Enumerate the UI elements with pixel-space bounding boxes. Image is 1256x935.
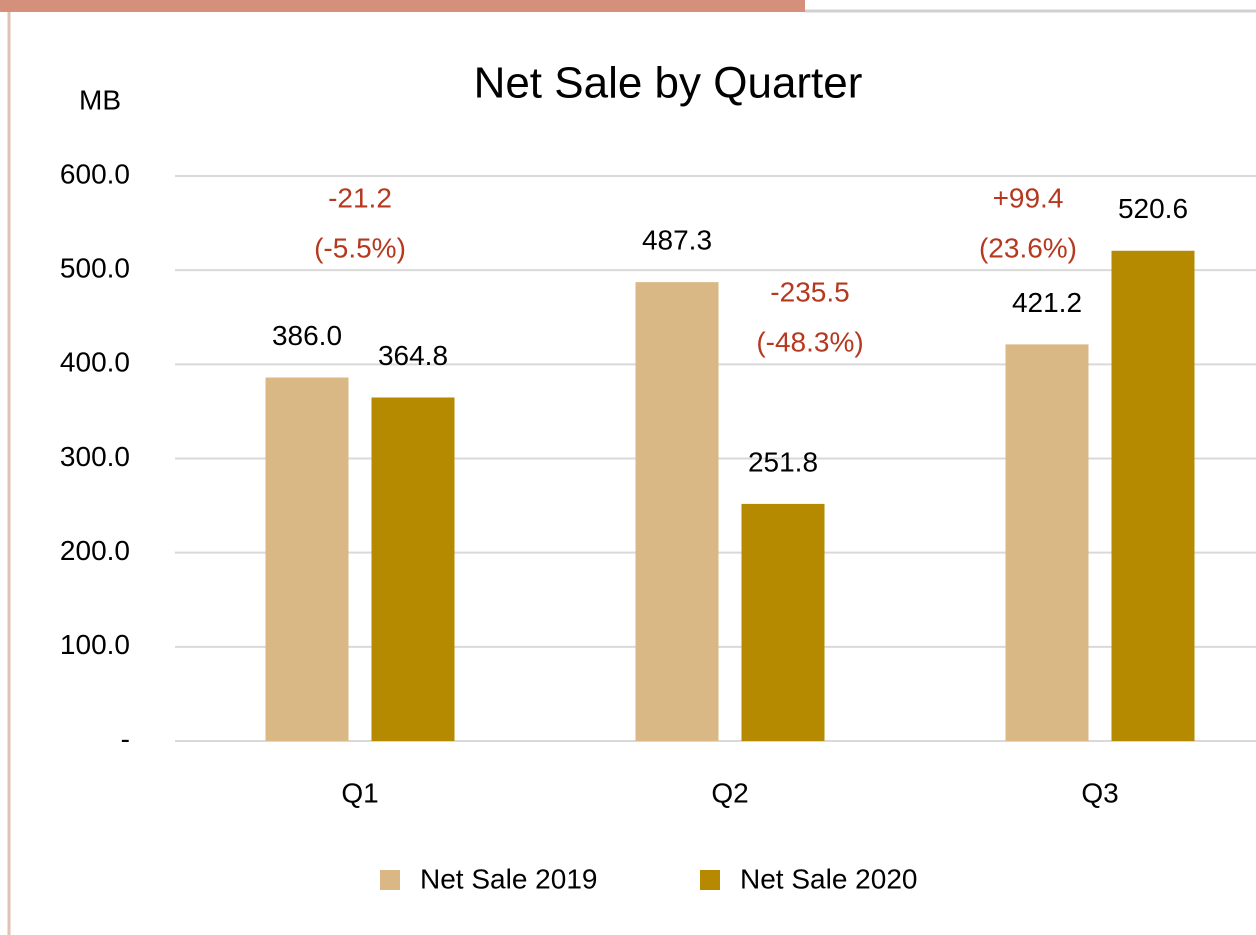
data-label: 520.6 bbox=[1118, 193, 1188, 224]
y-tick-label: 100.0 bbox=[60, 629, 130, 660]
bar bbox=[635, 282, 719, 741]
x-tick-label: Q2 bbox=[711, 777, 748, 808]
data-label: 364.8 bbox=[378, 340, 448, 371]
top-bar bbox=[0, 0, 805, 12]
bar bbox=[1005, 344, 1089, 741]
y-tick-label: - bbox=[121, 723, 130, 754]
x-tick-label: Q3 bbox=[1081, 777, 1118, 808]
chart-title: Net Sale by Quarter bbox=[474, 59, 863, 108]
y-tick-label: 200.0 bbox=[60, 535, 130, 566]
bar bbox=[265, 377, 349, 741]
annotation: (23.6%) bbox=[979, 232, 1077, 263]
legend-label: Net Sale 2019 bbox=[420, 863, 597, 894]
bar bbox=[741, 503, 825, 741]
bar bbox=[1111, 250, 1195, 742]
y-tick-label: 500.0 bbox=[60, 253, 130, 284]
y-tick-label: 600.0 bbox=[60, 158, 130, 189]
data-label: 487.3 bbox=[642, 225, 712, 256]
legend-swatch bbox=[380, 870, 400, 890]
data-label: 421.2 bbox=[1012, 287, 1082, 318]
legend-label: Net Sale 2020 bbox=[740, 863, 917, 894]
annotation: (-48.3%) bbox=[756, 326, 863, 357]
x-tick-label: Q1 bbox=[341, 777, 378, 808]
annotation: (-5.5%) bbox=[314, 232, 406, 263]
annotation: -235.5 bbox=[770, 276, 849, 307]
annotation: -21.2 bbox=[328, 182, 392, 213]
legend-swatch bbox=[700, 870, 720, 890]
y-tick-label: 400.0 bbox=[60, 347, 130, 378]
y-axis-label: MB bbox=[79, 84, 121, 115]
y-tick-label: 300.0 bbox=[60, 441, 130, 472]
bar bbox=[371, 397, 455, 741]
data-label: 386.0 bbox=[272, 320, 342, 351]
data-label: 251.8 bbox=[748, 446, 818, 477]
annotation: +99.4 bbox=[993, 182, 1064, 213]
